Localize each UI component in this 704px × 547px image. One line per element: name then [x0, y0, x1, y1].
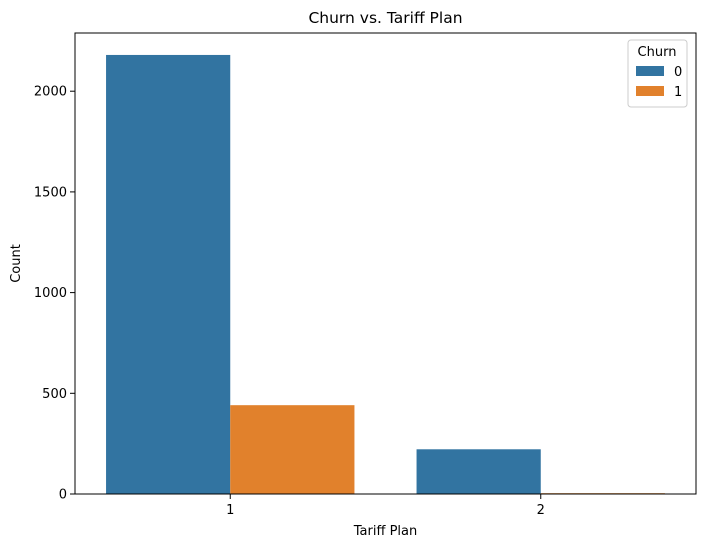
- y-tick-label: 1000: [34, 286, 67, 301]
- x-axis-label: Tariff Plan: [353, 524, 417, 539]
- y-tick-label: 500: [42, 387, 67, 402]
- bar-churn-0-plan-1: [106, 54, 231, 494]
- y-axis: 0 500 1000 1500 2000: [34, 85, 75, 503]
- legend-swatch-0: [636, 66, 664, 76]
- legend-label-0: 0: [674, 65, 682, 80]
- bar-churn-1-plan-1: [230, 405, 355, 494]
- chart-title: Churn vs. Tariff Plan: [308, 9, 462, 27]
- y-axis-label: Count: [9, 244, 24, 283]
- bar-churn-0-plan-2: [416, 449, 541, 494]
- y-tick-label: 2000: [34, 85, 67, 100]
- legend-title: Churn: [638, 45, 677, 60]
- legend-swatch-1: [636, 86, 664, 96]
- x-tick-label: 2: [537, 503, 545, 518]
- legend-label-1: 1: [674, 85, 682, 100]
- legend: Churn 0 1: [627, 39, 688, 108]
- y-tick-label: 1500: [34, 185, 67, 200]
- plot-frame: [74, 32, 697, 495]
- bars-group: [106, 54, 665, 494]
- y-tick-label: 0: [59, 488, 67, 503]
- x-tick-label: 1: [226, 503, 234, 518]
